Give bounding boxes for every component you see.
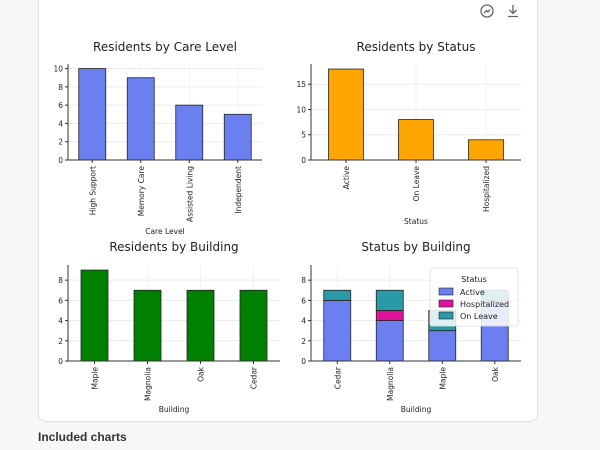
bar bbox=[468, 139, 504, 161]
y-tick-label: 5 bbox=[301, 131, 306, 140]
bar-segment bbox=[375, 320, 404, 362]
x-axis-label: Building bbox=[159, 405, 190, 414]
x-tick-label: Independent bbox=[234, 166, 243, 214]
x-tick-label: Cedar bbox=[333, 366, 342, 389]
bar-segment bbox=[428, 330, 457, 362]
bar-segment bbox=[375, 310, 404, 321]
bar bbox=[78, 68, 107, 161]
download-icon[interactable] bbox=[505, 3, 521, 19]
bar bbox=[126, 77, 155, 161]
legend-swatch bbox=[438, 311, 454, 320]
y-tick-label: 6 bbox=[58, 101, 63, 110]
chart-toolbar bbox=[479, 3, 521, 19]
y-tick-label: 2 bbox=[58, 138, 63, 147]
x-tick-label: Active bbox=[342, 166, 351, 190]
bar-segment bbox=[323, 289, 352, 301]
legend-title: Status bbox=[461, 275, 487, 284]
bar bbox=[328, 68, 364, 161]
x-tick-label: Assisted Living bbox=[185, 166, 194, 222]
x-axis-label: Building bbox=[401, 405, 432, 414]
y-tick-label: 10 bbox=[296, 105, 306, 114]
legend-label: Active bbox=[460, 288, 485, 297]
bar bbox=[133, 289, 162, 362]
legend-box bbox=[429, 267, 519, 327]
chart-title: Residents by Building bbox=[109, 240, 238, 254]
chart-title: Residents by Care Level bbox=[93, 40, 237, 54]
y-tick-label: 6 bbox=[301, 296, 306, 305]
bar bbox=[80, 269, 109, 362]
y-tick-label: 2 bbox=[58, 337, 63, 346]
y-tick-label: 8 bbox=[301, 276, 306, 285]
x-tick-label: Magnolia bbox=[386, 367, 395, 401]
x-axis-label: Care Level bbox=[145, 227, 185, 236]
legend-swatch bbox=[438, 299, 454, 308]
bar bbox=[239, 289, 268, 362]
x-tick-label: Oak bbox=[491, 366, 500, 381]
y-tick-label: 4 bbox=[58, 317, 63, 326]
y-tick-label: 0 bbox=[58, 357, 63, 366]
y-tick-label: 4 bbox=[301, 317, 306, 326]
x-tick-label: Cedar bbox=[250, 366, 259, 389]
chart-title: Status by Building bbox=[361, 240, 470, 254]
y-tick-label: 8 bbox=[58, 83, 63, 92]
chart-title: Residents by Status bbox=[357, 40, 476, 54]
legend-label: On Leave bbox=[460, 312, 498, 321]
bar-segment bbox=[375, 289, 404, 311]
included-charts-label: Included charts bbox=[38, 430, 127, 444]
bar bbox=[223, 113, 252, 161]
x-tick-label: Maple bbox=[91, 367, 100, 390]
bar-segment bbox=[323, 299, 352, 362]
y-tick-label: 8 bbox=[58, 276, 63, 285]
x-axis-label: Status bbox=[404, 217, 428, 226]
y-tick-label: 15 bbox=[296, 80, 306, 89]
x-tick-label: Hospitalized bbox=[482, 166, 491, 212]
y-tick-label: 0 bbox=[58, 156, 63, 165]
bar bbox=[175, 104, 204, 161]
bar bbox=[398, 119, 434, 161]
y-tick-label: 2 bbox=[301, 337, 306, 346]
y-tick-label: 0 bbox=[301, 156, 306, 165]
legend-label: Hospitalized bbox=[460, 300, 509, 309]
x-tick-label: On Leave bbox=[412, 166, 421, 202]
y-tick-label: 10 bbox=[53, 65, 63, 74]
copy-image-icon[interactable] bbox=[479, 3, 495, 19]
legend-swatch bbox=[438, 287, 454, 296]
bar bbox=[186, 289, 215, 362]
x-tick-label: Maple bbox=[438, 367, 447, 390]
y-tick-label: 4 bbox=[58, 119, 63, 128]
y-tick-label: 0 bbox=[301, 357, 306, 366]
x-tick-label: Oak bbox=[197, 366, 206, 381]
x-tick-label: Magnolia bbox=[144, 367, 153, 401]
x-tick-label: High Support bbox=[88, 166, 97, 215]
y-tick-label: 6 bbox=[58, 296, 63, 305]
x-tick-label: Memory Care bbox=[137, 166, 146, 217]
